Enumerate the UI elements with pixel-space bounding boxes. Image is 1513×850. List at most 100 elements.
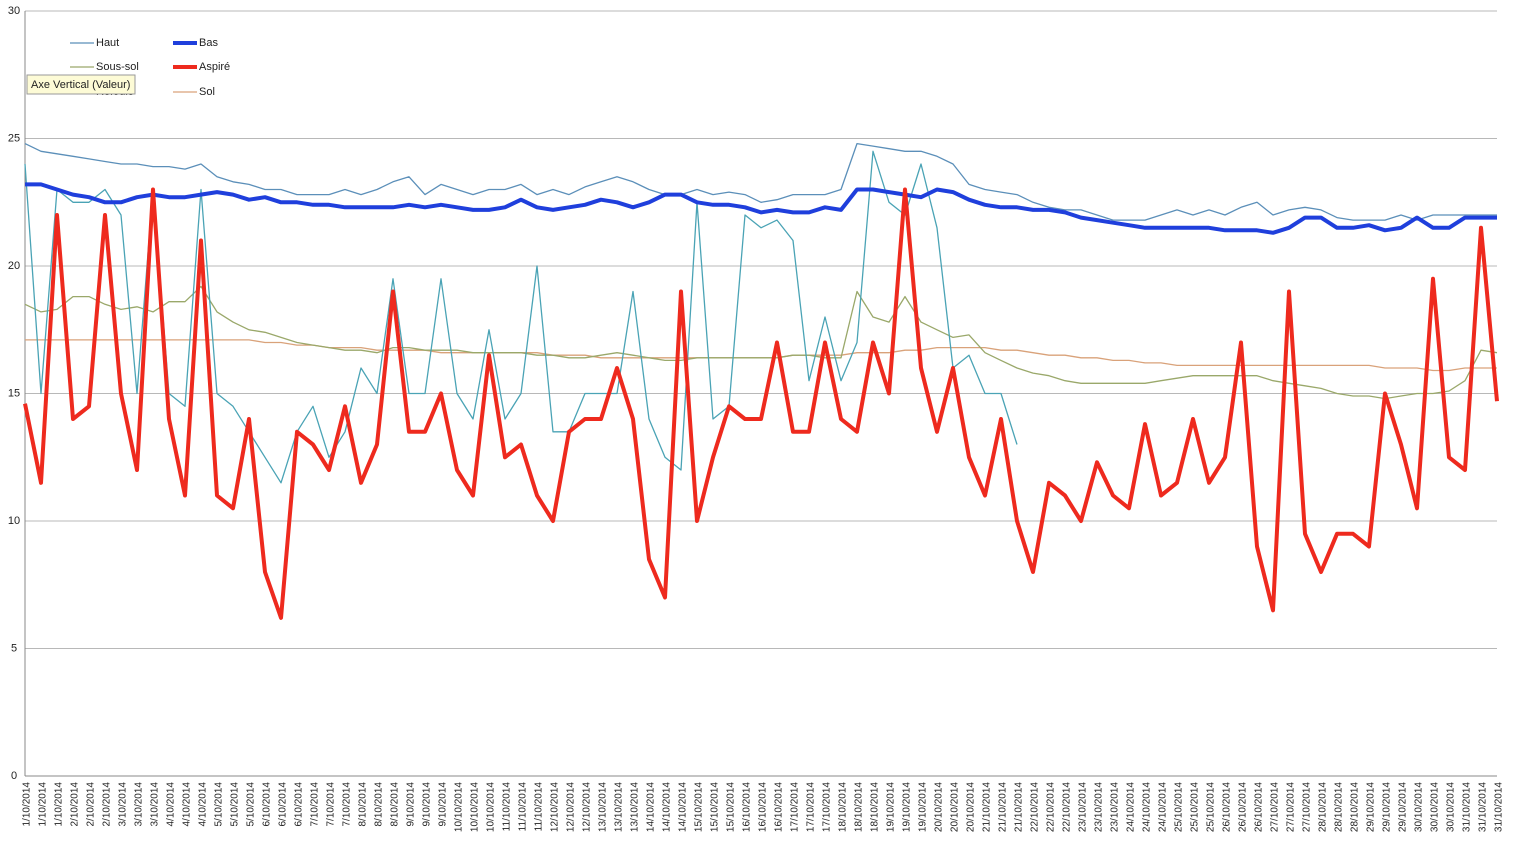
- x-tick-label: 14/10/2014: [662, 782, 673, 832]
- legend-label: Haut: [96, 37, 119, 49]
- x-tick-label: 2/10/2014: [70, 782, 81, 827]
- x-tick-label: 17/10/2014: [806, 782, 817, 832]
- y-tick-label: 0: [11, 770, 17, 782]
- x-tick-label: 3/10/2014: [134, 782, 145, 827]
- x-tick-label: 15/10/2014: [694, 782, 705, 832]
- x-tick-label: 30/10/2014: [1430, 782, 1441, 832]
- x-tick-label: 9/10/2014: [422, 782, 433, 827]
- x-tick-label: 23/10/2014: [1094, 782, 1105, 832]
- x-tick-label: 19/10/2014: [886, 782, 897, 832]
- x-tick-label: 15/10/2014: [726, 782, 737, 832]
- x-tick-label: 4/10/2014: [182, 782, 193, 827]
- x-tick-label: 31/10/2014: [1478, 782, 1489, 832]
- x-tick-label: 2/10/2014: [86, 782, 97, 827]
- x-tick-label: 25/10/2014: [1190, 782, 1201, 832]
- x-tick-label: 12/10/2014: [566, 782, 577, 832]
- x-tick-label: 1/10/2014: [54, 782, 65, 827]
- x-tick-label: 14/10/2014: [646, 782, 657, 832]
- x-tick-label: 25/10/2014: [1206, 782, 1217, 832]
- legend-label: Bas: [199, 37, 218, 49]
- x-tick-label: 20/10/2014: [934, 782, 945, 832]
- tooltip: Axe Vertical (Valeur): [31, 79, 130, 91]
- series-line: [25, 339, 1497, 372]
- x-tick-label: 24/10/2014: [1126, 782, 1137, 832]
- x-tick-label: 19/10/2014: [902, 782, 913, 832]
- x-tick-label: 13/10/2014: [614, 782, 625, 832]
- x-tick-label: 11/10/2014: [502, 782, 513, 832]
- x-tick-label: 7/10/2014: [310, 782, 321, 827]
- x-tick-label: 5/10/2014: [246, 782, 257, 827]
- x-tick-label: 15/10/2014: [710, 782, 721, 832]
- x-tick-label: 26/10/2014: [1254, 782, 1265, 832]
- x-tick-label: 28/10/2014: [1350, 782, 1361, 832]
- x-tick-label: 23/10/2014: [1078, 782, 1089, 832]
- x-tick-label: 28/10/2014: [1318, 782, 1329, 832]
- x-tick-label: 21/10/2014: [998, 782, 1009, 832]
- x-tick-label: 26/10/2014: [1238, 782, 1249, 832]
- x-tick-label: 27/10/2014: [1286, 782, 1297, 832]
- x-tick-label: 27/10/2014: [1302, 782, 1313, 832]
- x-tick-label: 31/10/2014: [1494, 782, 1505, 832]
- x-tick-label: 11/10/2014: [518, 782, 529, 832]
- series-line: [25, 182, 1497, 235]
- x-tick-label: 20/10/2014: [966, 782, 977, 832]
- legend-label: Aspiré: [199, 61, 230, 73]
- x-tick-label: 3/10/2014: [150, 782, 161, 827]
- x-tick-label: 6/10/2014: [278, 782, 289, 827]
- x-tick-label: 13/10/2014: [598, 782, 609, 832]
- legend-label: Sol: [199, 86, 215, 98]
- x-tick-label: 30/10/2014: [1446, 782, 1457, 832]
- x-tick-label: 29/10/2014: [1382, 782, 1393, 832]
- x-tick-label: 10/10/2014: [486, 782, 497, 832]
- x-tick-label: 21/10/2014: [1014, 782, 1025, 832]
- x-tick-label: 9/10/2014: [438, 782, 449, 827]
- x-tick-label: 14/10/2014: [678, 782, 689, 832]
- x-tick-label: 7/10/2014: [326, 782, 337, 827]
- x-tick-label: 25/10/2014: [1174, 782, 1185, 832]
- x-tick-label: 22/10/2014: [1062, 782, 1073, 832]
- y-tick-label: 10: [8, 515, 20, 527]
- x-tick-label: 18/10/2014: [854, 782, 865, 832]
- x-tick-label: 6/10/2014: [262, 782, 273, 827]
- y-tick-label: 5: [11, 642, 17, 654]
- x-tick-label: 19/10/2014: [918, 782, 929, 832]
- y-tick-label: 15: [8, 387, 20, 399]
- x-tick-label: 10/10/2014: [470, 782, 481, 832]
- x-tick-label: 18/10/2014: [870, 782, 881, 832]
- x-tick-label: 31/10/2014: [1462, 782, 1473, 832]
- x-tick-label: 9/10/2014: [406, 782, 417, 827]
- x-tick-label: 26/10/2014: [1222, 782, 1233, 832]
- x-tick-label: 11/10/2014: [534, 782, 545, 832]
- x-tick-label: 27/10/2014: [1270, 782, 1281, 832]
- x-tick-label: 8/10/2014: [358, 782, 369, 827]
- x-tick-label: 20/10/2014: [950, 782, 961, 832]
- x-tick-label: 12/10/2014: [550, 782, 561, 832]
- x-tick-label: 12/10/2014: [582, 782, 593, 832]
- x-tick-label: 21/10/2014: [982, 782, 993, 832]
- x-tick-label: 30/10/2014: [1414, 782, 1425, 832]
- x-tick-label: 22/10/2014: [1046, 782, 1057, 832]
- series-line: [24, 150, 1018, 484]
- x-tick-label: 28/10/2014: [1334, 782, 1345, 832]
- y-tick-label: 25: [8, 132, 20, 144]
- x-tick-label: 1/10/2014: [22, 782, 33, 827]
- series-line: [23, 187, 1499, 620]
- x-tick-label: 16/10/2014: [758, 782, 769, 832]
- x-tick-label: 16/10/2014: [774, 782, 785, 832]
- x-tick-label: 10/10/2014: [454, 782, 465, 832]
- y-tick-label: 20: [8, 260, 20, 272]
- x-tick-label: 8/10/2014: [374, 782, 385, 827]
- series-line: [24, 285, 1498, 400]
- x-tick-label: 8/10/2014: [390, 782, 401, 827]
- x-tick-label: 29/10/2014: [1398, 782, 1409, 832]
- x-tick-label: 18/10/2014: [838, 782, 849, 832]
- series-line: [24, 142, 1497, 221]
- x-tick-label: 3/10/2014: [118, 782, 129, 827]
- x-tick-label: 4/10/2014: [166, 782, 177, 827]
- legend-label: Sous-sol: [96, 61, 139, 73]
- x-tick-label: 7/10/2014: [342, 782, 353, 827]
- x-tick-label: 23/10/2014: [1110, 782, 1121, 832]
- x-tick-label: 16/10/2014: [742, 782, 753, 832]
- x-tick-label: 5/10/2014: [214, 782, 225, 827]
